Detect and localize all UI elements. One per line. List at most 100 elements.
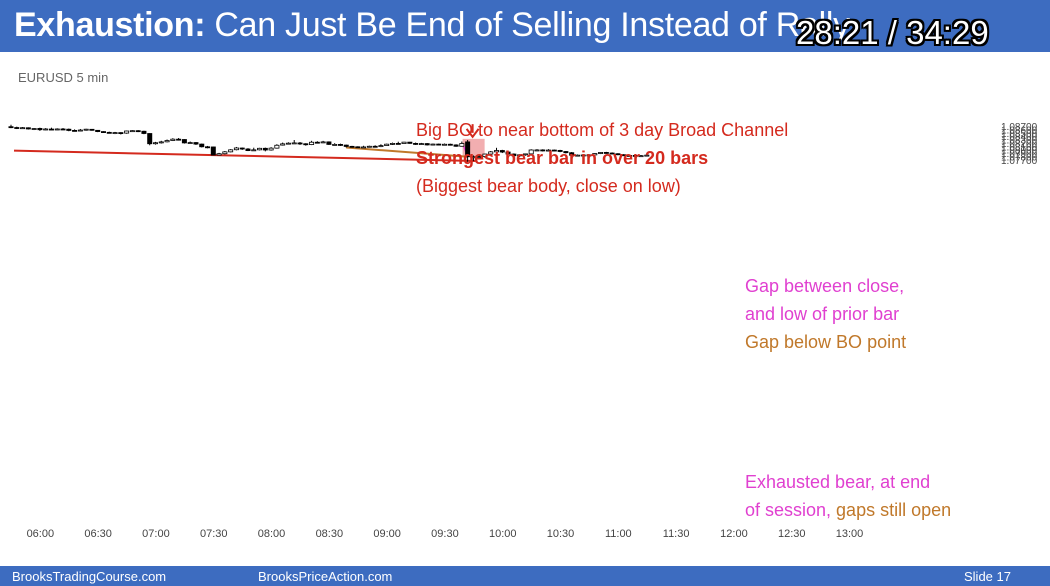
bull-candle bbox=[280, 143, 286, 146]
bear-candle bbox=[349, 145, 355, 148]
bull-candle bbox=[586, 154, 592, 157]
annotation-gaps-open: gaps still open bbox=[836, 500, 952, 520]
bull-candle bbox=[77, 129, 83, 132]
bull-candle bbox=[401, 141, 407, 144]
bear-candle bbox=[563, 151, 569, 154]
bull-candle bbox=[291, 142, 297, 145]
price-chart: 1.087001.086001.085001.084001.083001.082… bbox=[8, 122, 1038, 540]
chart-symbol: EURUSD 5 min bbox=[18, 70, 109, 85]
bear-candle bbox=[95, 129, 101, 132]
bull-candle bbox=[476, 156, 482, 158]
bear-candle bbox=[25, 127, 31, 130]
x-tick-label: 07:00 bbox=[142, 528, 170, 540]
bull-candle bbox=[384, 143, 390, 147]
bear-candle bbox=[540, 149, 546, 152]
x-tick-label: 06:30 bbox=[84, 528, 112, 540]
bear-candle bbox=[262, 147, 268, 151]
bear-candle bbox=[424, 143, 430, 146]
bear-candle bbox=[551, 149, 557, 152]
x-tick-label: 09:30 bbox=[431, 528, 459, 540]
bear-candle bbox=[621, 154, 627, 157]
x-tick-label: 08:00 bbox=[258, 528, 286, 540]
bear-candle bbox=[413, 143, 419, 145]
bull-candle bbox=[534, 149, 540, 152]
bull-candle bbox=[43, 128, 49, 131]
footer-site-course[interactable]: BrooksTradingCourse.com bbox=[12, 569, 167, 584]
bull-candle bbox=[517, 154, 523, 157]
bear-candle bbox=[66, 128, 72, 131]
bear-candle bbox=[337, 144, 343, 146]
bear-candle bbox=[193, 142, 199, 145]
bear-candle bbox=[37, 128, 43, 131]
bull-candle bbox=[233, 147, 239, 151]
bull-candle bbox=[257, 147, 263, 151]
y-tick-label: 1.07700 bbox=[1001, 156, 1038, 167]
bull-candle bbox=[459, 143, 465, 147]
bear-candle bbox=[632, 155, 638, 157]
bull-candle bbox=[54, 128, 60, 131]
bear-candle bbox=[603, 152, 609, 154]
bear-candle bbox=[453, 144, 459, 147]
annotation-gap-bo: Gap below BO point bbox=[745, 332, 907, 352]
x-tick-label: 11:00 bbox=[605, 528, 632, 540]
y-tick-label: 1.08500 bbox=[1001, 129, 1038, 140]
bull-candle bbox=[285, 142, 291, 145]
bull-candle bbox=[494, 150, 500, 153]
x-tick-label: 09:00 bbox=[373, 528, 401, 540]
bull-candle bbox=[470, 156, 476, 159]
bull-candle bbox=[170, 138, 176, 141]
x-tick-label: 11:30 bbox=[663, 528, 690, 540]
bull-candle bbox=[592, 153, 598, 156]
title-bar bbox=[0, 0, 1050, 52]
annotation-end-of-session: of session, gaps still open bbox=[745, 500, 951, 521]
bull-candle bbox=[187, 142, 193, 144]
bull-candle bbox=[83, 128, 89, 131]
bear-candle bbox=[205, 146, 211, 149]
bull-candle bbox=[441, 143, 447, 146]
annotation-big-bo: Big BO to near bottom of 3 day Broad Cha… bbox=[416, 120, 789, 140]
bull-candle bbox=[124, 130, 130, 134]
bear-candle bbox=[147, 133, 153, 145]
bull-candle bbox=[320, 141, 326, 144]
footer-site-pa[interactable]: BrooksPriceAction.com bbox=[258, 569, 393, 584]
annotation-exhausted-bear: Exhausted bear, at end bbox=[745, 472, 931, 492]
bear-candle bbox=[447, 143, 453, 146]
slide-title: Exhaustion: Can Just Be End of Selling I… bbox=[14, 6, 850, 45]
y-tick-label: 1.08100 bbox=[1001, 142, 1038, 153]
bull-candle bbox=[366, 145, 372, 148]
slide-number: Slide 17 bbox=[964, 569, 1011, 584]
bull-candle bbox=[528, 149, 534, 155]
bear-candle bbox=[395, 143, 401, 145]
bull-candle bbox=[309, 141, 315, 145]
bull-candle bbox=[164, 140, 170, 143]
bull-candle bbox=[580, 154, 586, 157]
bear-candle bbox=[297, 142, 303, 145]
bear-candle bbox=[326, 141, 332, 145]
y-tick-label: 1.08200 bbox=[1001, 139, 1038, 150]
bear-candle bbox=[343, 144, 349, 147]
bull-candle bbox=[361, 146, 367, 149]
channel-trendline bbox=[13, 149, 476, 162]
bull-candle bbox=[598, 152, 604, 154]
y-tick-label: 1.08700 bbox=[1001, 122, 1038, 133]
bear-candle bbox=[135, 130, 141, 133]
annotation-biggest-body: (Biggest bear body, close on low) bbox=[416, 176, 681, 196]
x-tick-label: 12:30 bbox=[778, 528, 806, 540]
bull-candle bbox=[129, 130, 135, 133]
bull-candle bbox=[418, 143, 424, 145]
bull-candle bbox=[546, 149, 552, 152]
annotation-gap-close: Gap between close, bbox=[745, 276, 905, 296]
bull-candle bbox=[251, 149, 257, 152]
bull-candle bbox=[31, 128, 37, 130]
bear-candle bbox=[465, 141, 471, 158]
title-text: Can Just Be End of Selling Instead of Ra… bbox=[205, 6, 850, 44]
y-tick-label: 1.08600 bbox=[1001, 125, 1038, 136]
down-arrow-head bbox=[465, 128, 480, 139]
bear-candle bbox=[89, 128, 95, 131]
bear-candle bbox=[303, 143, 309, 146]
bull-candle bbox=[20, 127, 26, 130]
bear-candle bbox=[106, 131, 112, 134]
bull-candle bbox=[430, 143, 436, 146]
x-tick-label: 06:00 bbox=[27, 528, 55, 540]
bear-candle bbox=[141, 130, 147, 134]
